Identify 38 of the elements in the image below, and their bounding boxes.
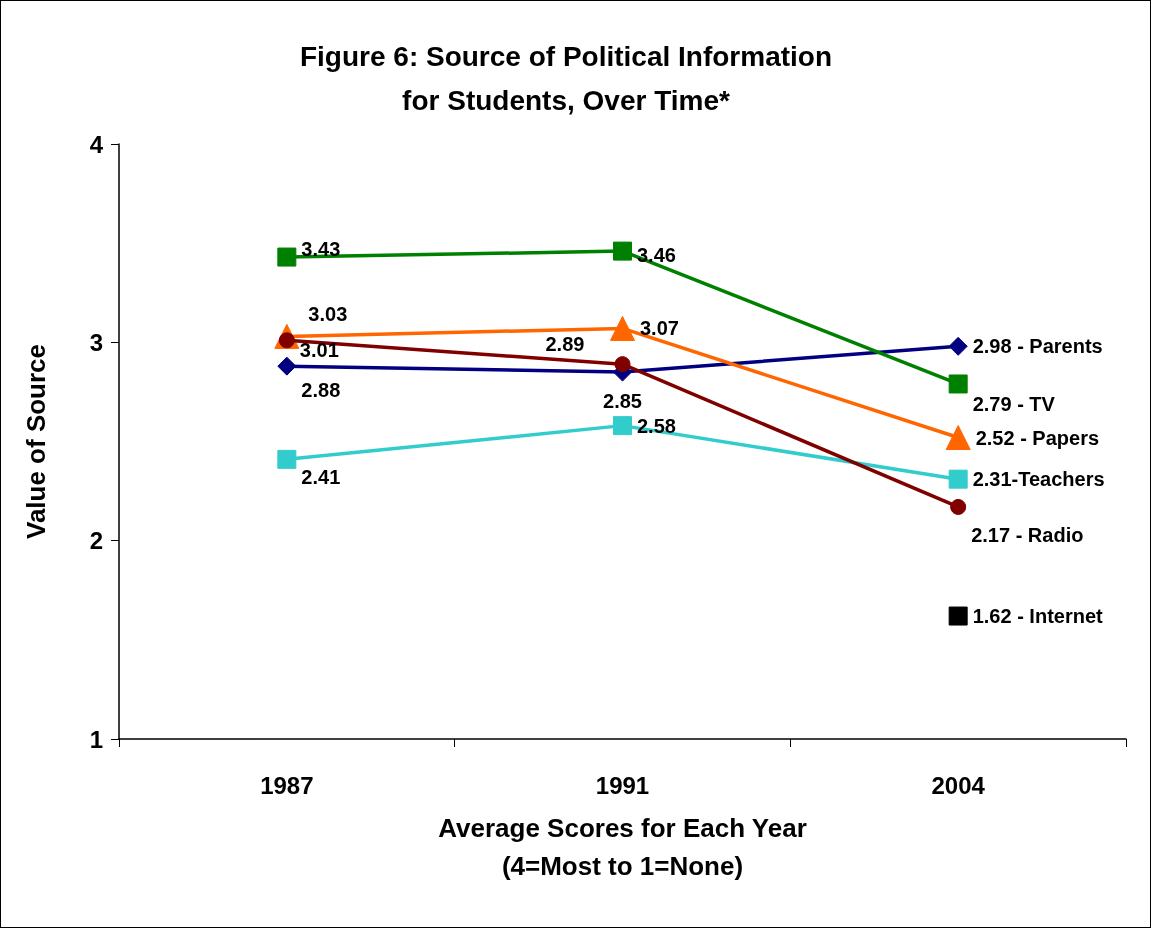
data-label: 3.46 (637, 244, 676, 267)
data-label: 3.01 (299, 339, 339, 362)
y-tick-label: 1 (89, 725, 103, 753)
x-tick-label: 1987 (260, 771, 314, 799)
data-label: 2.41 (301, 466, 341, 489)
point (950, 498, 967, 515)
point (613, 416, 632, 436)
chart-title: Figure 6: Source of Political Information for Students, Over Time* (299, 40, 833, 116)
data-label: 2.17 - Radio (971, 523, 1084, 546)
point (613, 241, 632, 261)
data-label: 2.98 - Parents (972, 335, 1103, 358)
y-axis-title: Value of Source (21, 343, 51, 540)
point (277, 449, 297, 469)
data-label: 2.31-Teachers (972, 468, 1105, 491)
data-label: 2.85 (603, 389, 642, 412)
point (610, 315, 635, 341)
data-label: 3.07 (640, 317, 679, 340)
data-label: 2.88 (301, 379, 341, 402)
data-label: 2.52 - Papers (975, 426, 1100, 449)
data-label: 1.62 - Internet (972, 605, 1104, 628)
point (948, 336, 968, 356)
x-axis-title: Average Scores for Each Year (4=Most to 1=None) (438, 813, 807, 881)
data-label: 2.89 (545, 333, 585, 356)
data-label: 3.03 (308, 303, 348, 326)
point (614, 356, 631, 373)
y-tick-label: 4 (89, 130, 104, 158)
point (948, 374, 968, 394)
x-tick-label: 1991 (595, 771, 650, 799)
point (277, 356, 297, 376)
data-label: 2.79 - TV (972, 392, 1056, 415)
x-tick-label: 2004 (931, 771, 986, 799)
point (277, 247, 297, 267)
point (948, 469, 968, 489)
y-tick-label: 2 (89, 527, 103, 555)
data-label: 3.43 (301, 238, 341, 261)
point (948, 606, 968, 626)
point (945, 425, 971, 451)
y-tick-label: 3 (89, 328, 103, 356)
